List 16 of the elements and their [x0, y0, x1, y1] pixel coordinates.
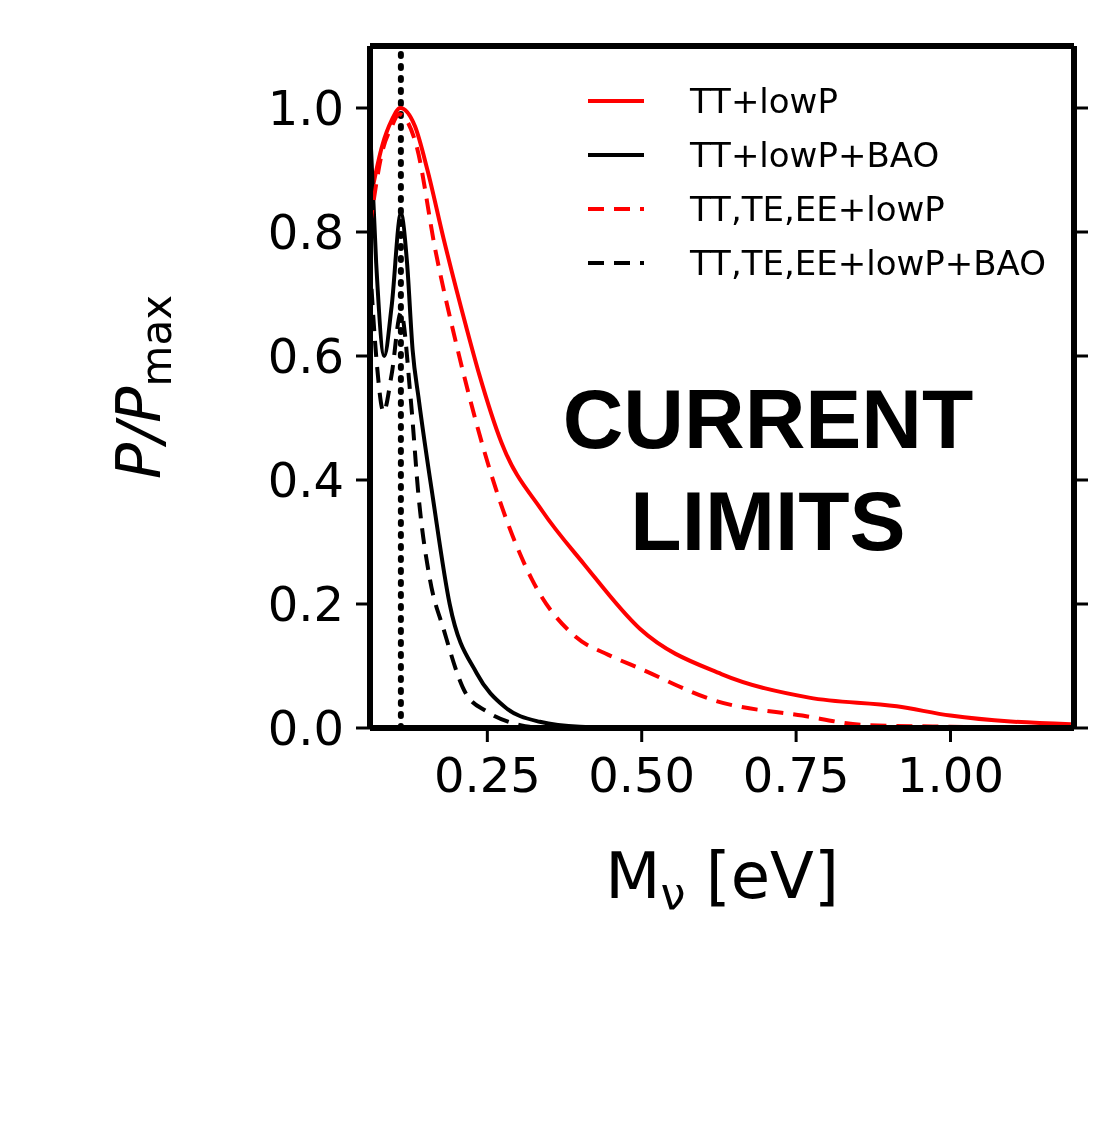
y-tick-label: 0.0: [267, 700, 344, 757]
y-tick-label: 0.2: [267, 576, 344, 633]
legend-label: TT,TE,EE+lowP: [689, 188, 945, 231]
y-tick-label: 0.4: [267, 452, 344, 509]
annotation: CURRENT LIMITS: [561, 371, 975, 570]
x-tick-label: 0.25: [433, 747, 541, 804]
x-tick-label: 0.50: [588, 747, 696, 804]
y-tick-label: 1.0: [267, 80, 344, 137]
x-tick-label: 1.00: [897, 747, 1004, 804]
y-tick-label: 0.6: [267, 328, 344, 385]
x-tick-label: 0.75: [742, 747, 850, 804]
legend-label: TT+lowP+BAO: [689, 134, 940, 177]
legend-label: TT,TE,EE+lowP+BAO: [689, 242, 1046, 285]
y-tick-label: 0.8: [267, 204, 344, 261]
legend-label: TT+lowP: [689, 80, 838, 123]
x-axis-title: M$_{ν}$ [eV]: [605, 839, 839, 921]
